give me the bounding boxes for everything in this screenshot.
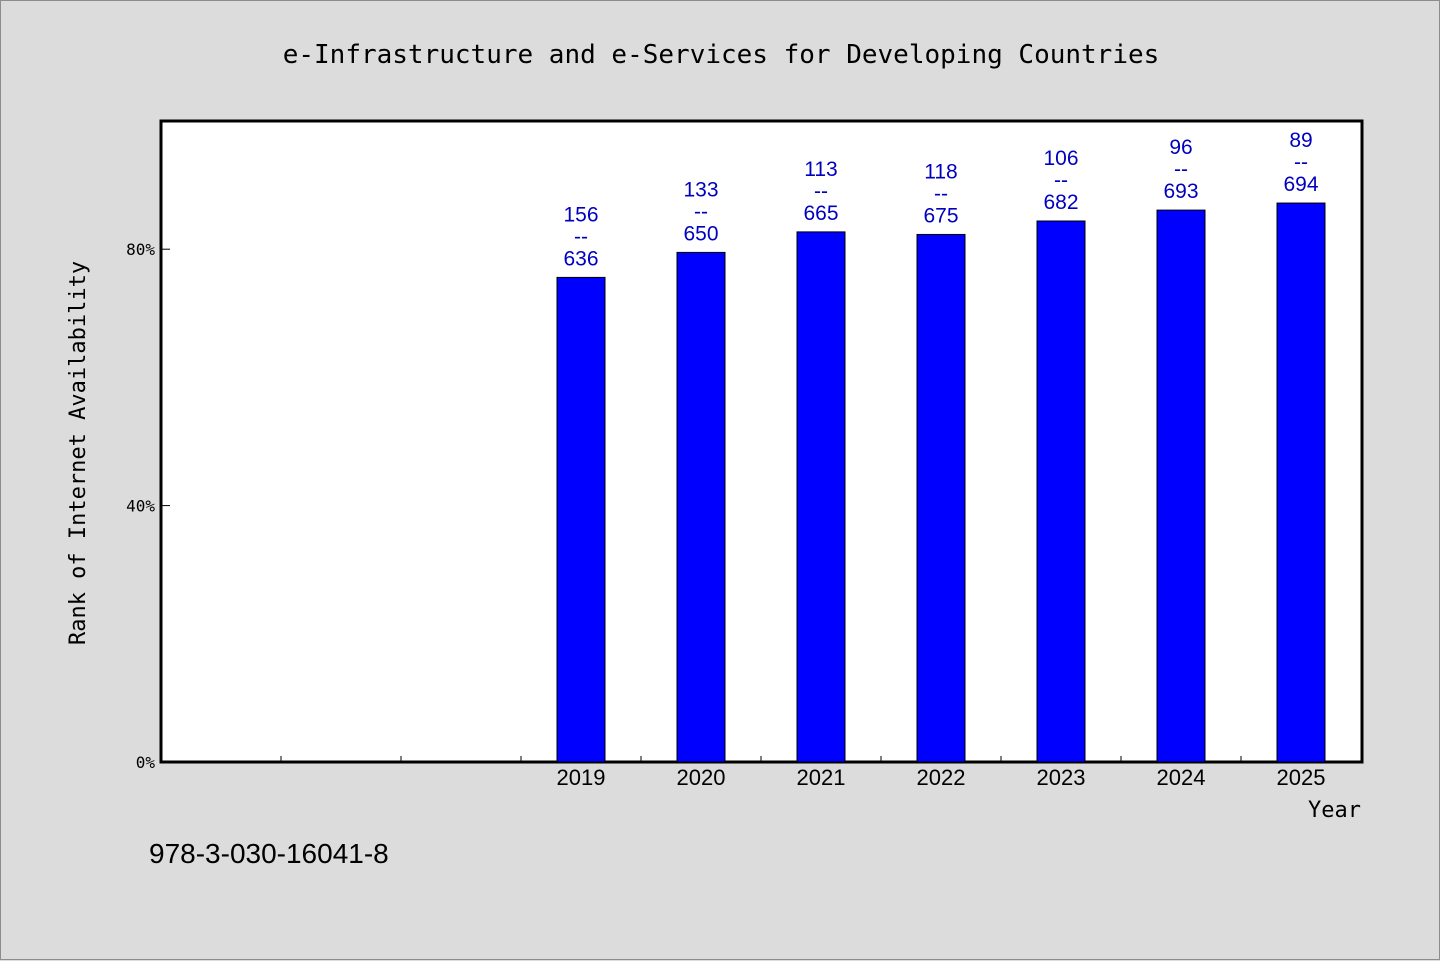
bar-label: 96 [1169,136,1192,159]
y-tick-label: 40% [126,497,155,516]
x-tick-label: 2024 [1157,765,1206,790]
isbn-footer: 978-3-030-16041-8 [149,838,389,869]
x-tick-label: 2021 [797,765,846,790]
x-tick-label: 2023 [1037,765,1086,790]
bar-label: -- [1294,151,1308,174]
bar-label: 118 [924,160,957,183]
bar-label: 675 [923,204,958,227]
bar-label: -- [1054,169,1068,192]
bar-label: 636 [563,247,598,270]
bar-2020 [676,251,726,763]
bar-label: -- [574,225,588,248]
bar-label: -- [934,182,948,205]
x-tick-label: 2022 [917,765,966,790]
bar-label: 650 [683,222,718,245]
x-axis-label: Year [1308,798,1361,823]
bar-2019 [556,276,606,763]
y-axis-label: Rank of Internet Availability [66,261,91,645]
bar-label: -- [814,180,828,203]
bar-2022 [916,233,966,763]
x-tick-label: 2025 [1277,765,1326,790]
bar-label: 682 [1043,191,1078,214]
bar-label: 89 [1289,129,1312,152]
bar-label: 156 [563,203,598,226]
bar-label: -- [694,200,708,223]
bar-label: 113 [804,158,837,181]
y-tick-label: 0% [136,753,156,772]
bar-2021 [796,231,846,763]
y-tick-label: 80% [126,240,155,259]
bar-label: 693 [1163,180,1198,203]
x-tick-label: 2020 [677,765,726,790]
bar-label: 133 [683,178,718,201]
bar-2023 [1036,220,1086,763]
bar-label: 694 [1283,173,1318,196]
bar-label: 106 [1043,147,1078,170]
bar-2025 [1276,202,1326,763]
bar-label: 665 [803,202,838,225]
chart-title: e-Infrastructure and e-Services for Deve… [283,40,1160,70]
x-tick-label: 2019 [557,765,606,790]
bar-label: -- [1174,158,1188,181]
bar-2024 [1156,209,1206,763]
